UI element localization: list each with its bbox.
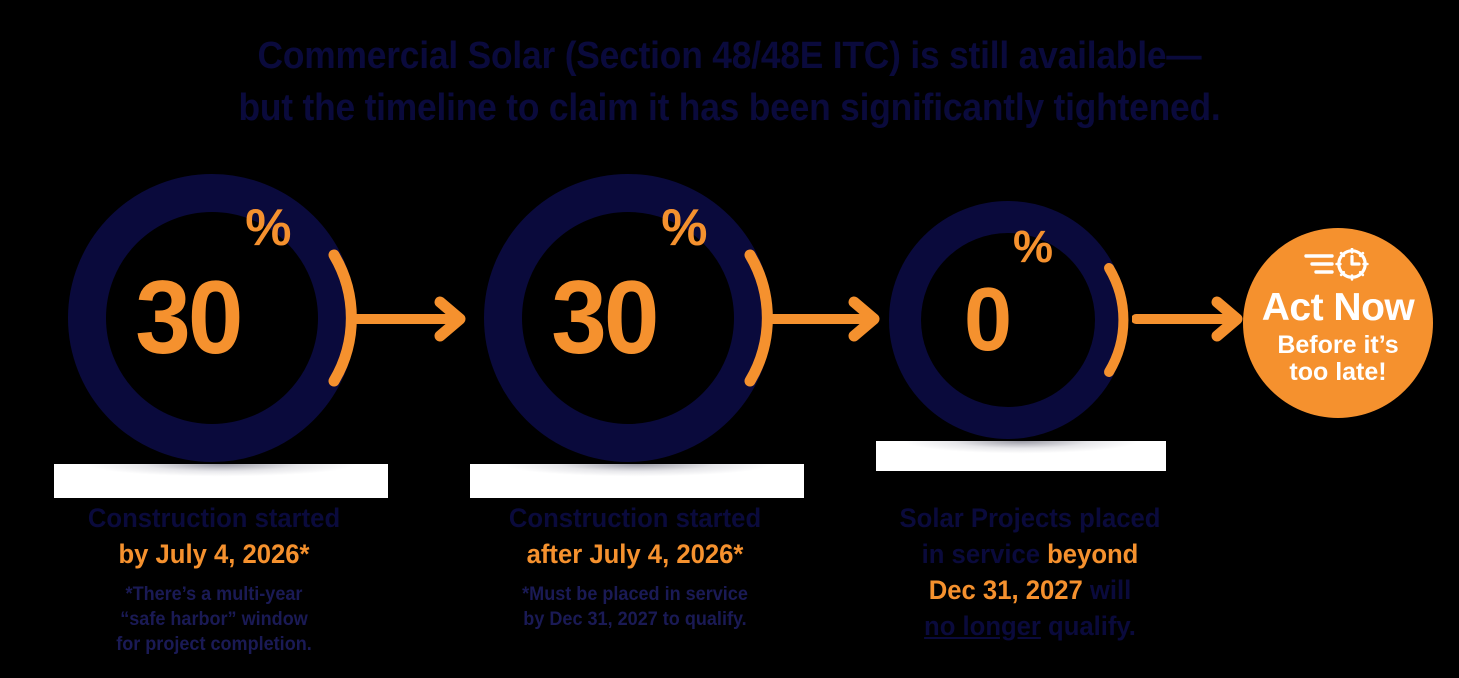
step-3-label-line-3: Dec 31, 2027 will	[869, 572, 1192, 608]
arrow-3	[1132, 296, 1243, 342]
step-2-footnote-line-2: by Dec 31, 2027 to qualify.	[523, 609, 747, 630]
step-1: 30 %	[54, 168, 388, 498]
step-3-label-line-3a: Dec 31, 2027	[928, 575, 1083, 605]
act-now-label: Act Now	[1261, 286, 1415, 329]
step-1-label: Construction started by July 4, 2026*	[43, 500, 385, 572]
arrow-1	[352, 296, 466, 342]
step-3-label-line-3b: will	[1082, 575, 1132, 605]
speed-clock-icon	[1304, 248, 1369, 281]
step-1-shadow-band	[54, 464, 388, 498]
step-2-label-line-2: after July 4, 2026*	[526, 539, 744, 569]
arrow-2	[766, 296, 880, 342]
act-now-subtext: Before it’s too late!	[1277, 332, 1398, 386]
step-2-footnote-line-1: *Must be placed in service	[522, 584, 748, 605]
ring-track-2	[484, 174, 772, 462]
step-1-label-line-2: by July 4, 2026*	[118, 539, 310, 569]
step-3-label-line-4a: no longer	[924, 611, 1041, 641]
step-3-label: Solar Projects placed in service beyond …	[869, 500, 1192, 644]
ring-arc-3	[1104, 263, 1129, 377]
progress-ring-1	[68, 174, 357, 462]
step-2-footnote: *Must be placed in service by Dec 31, 20…	[464, 582, 806, 632]
step-3-label-line-2a: in service	[921, 539, 1048, 569]
act-now-subtext-line-1: Before it’s	[1277, 331, 1399, 359]
step-3-label-line-2: in service beyond	[869, 536, 1192, 572]
headline-line-1: Commercial Solar (Section 48/48E ITC) is…	[257, 35, 1202, 77]
step-3-label-line-1: Solar Projects placed	[899, 503, 1161, 533]
act-now-badge[interactable]: Act Now Before it’s too late!	[1243, 228, 1433, 418]
step-3-shadow-band	[876, 441, 1166, 471]
step-1-footnote-line-2: “safe harbor” window	[120, 609, 308, 630]
step-2-shadow	[470, 464, 804, 480]
headline-line-2: but the timeline to claim it has been si…	[238, 87, 1221, 129]
step-3-shadow	[876, 441, 1166, 457]
step-1-footnote: *There’s a multi-year “safe harbor” wind…	[53, 582, 376, 657]
step-3-ring: 0 %	[884, 196, 1132, 444]
page-title: Commercial Solar (Section 48/48E ITC) is…	[51, 30, 1408, 134]
step-1-ring: 30 %	[62, 168, 362, 468]
step-1-shadow	[54, 464, 388, 480]
ring-track-1	[68, 174, 356, 462]
step-2-label-line-1: Construction started	[508, 503, 762, 533]
step-2-ring: 30 %	[478, 168, 778, 468]
step-1-label-line-1: Construction started	[87, 503, 341, 533]
ring-track-3	[889, 201, 1127, 439]
step-2-shadow-band	[470, 464, 804, 498]
step-3: 0 %	[876, 196, 1166, 471]
progress-ring-2	[484, 174, 773, 462]
step-1-footnote-line-1: *There’s a multi-year	[125, 584, 303, 605]
progress-ring-3	[889, 201, 1129, 439]
step-2: 30 %	[470, 168, 804, 498]
act-now-subtext-line-2: too late!	[1289, 358, 1387, 386]
step-1-footnote-line-3: for project completion.	[116, 634, 312, 655]
step-3-label-line-4b: qualify.	[1040, 611, 1136, 641]
step-3-label-line-4: no longer qualify.	[869, 608, 1192, 644]
step-2-label: Construction started after July 4, 2026*	[459, 500, 811, 572]
step-3-label-line-2b: beyond	[1047, 539, 1139, 569]
